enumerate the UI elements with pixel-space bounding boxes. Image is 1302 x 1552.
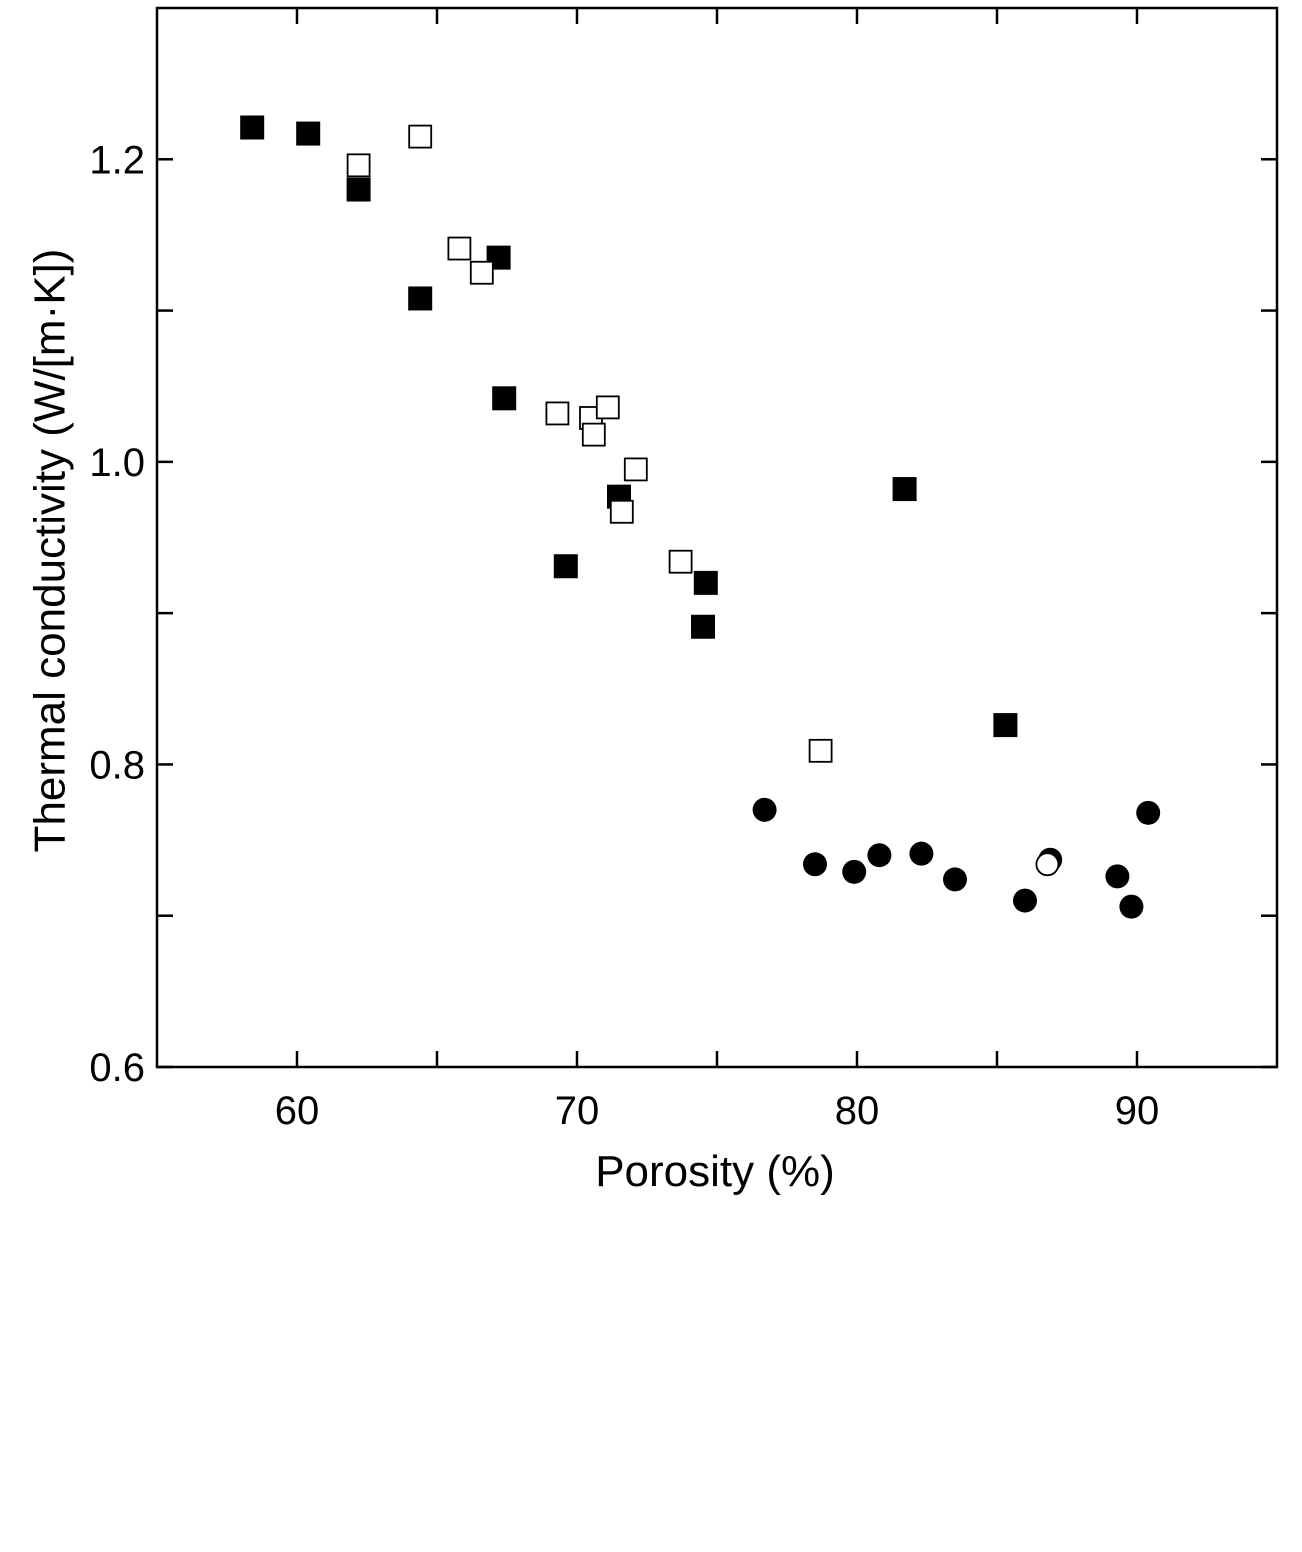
data-point-square-open — [545, 401, 570, 426]
data-point-circle-filled — [943, 867, 967, 892]
data-point-square-open — [623, 457, 648, 482]
data-point-circle-filled — [1136, 800, 1161, 825]
y-axis-title: Thermal conductivity (W/[m·K]) — [26, 249, 75, 853]
y-tick-label: 0.8 — [89, 743, 145, 787]
data-point-square-open — [595, 395, 620, 420]
x-tick-label: 90 — [1115, 1089, 1160, 1133]
data-point-square-filled — [691, 614, 715, 639]
x-tick-label: 60 — [275, 1089, 320, 1133]
data-point-square-filled — [240, 115, 265, 140]
plot-frame — [155, 6, 1279, 1069]
data-point-circle-filled — [803, 852, 827, 877]
data-point-circle-filled — [752, 797, 777, 822]
data-point-circle-open — [1035, 852, 1060, 877]
x-tick-label: 70 — [555, 1089, 600, 1133]
y-tick-label: 0.6 — [89, 1046, 145, 1090]
y-tick-label: 1.2 — [89, 138, 145, 182]
data-point-square-filled — [492, 386, 517, 411]
data-point-square-open — [668, 549, 693, 574]
data-point-square-open — [447, 236, 472, 261]
data-point-circle-filled — [1013, 888, 1037, 913]
data-point-square-filled — [993, 713, 1018, 738]
data-point-square-filled — [553, 554, 578, 579]
data-point-square-open — [609, 499, 634, 524]
data-point-square-open — [408, 124, 433, 149]
data-point-square-open — [581, 422, 606, 447]
data-point-square-filled — [296, 121, 321, 146]
data-point-circle-filled — [909, 841, 934, 866]
x-tick-label: 80 — [835, 1089, 880, 1133]
data-point-circle-filled — [867, 843, 892, 868]
y-tick-label: 1.0 — [89, 441, 145, 485]
data-point-circle-filled — [1119, 894, 1144, 919]
data-point-square-filled — [693, 570, 718, 595]
data-point-square-filled — [408, 286, 433, 311]
data-point-square-open — [469, 260, 494, 285]
data-point-square-open — [346, 153, 371, 178]
data-points — [240, 115, 1161, 919]
data-point-square-filled — [892, 477, 917, 502]
data-point-circle-filled — [842, 859, 867, 884]
x-axis-title: Porosity (%) — [595, 1147, 835, 1196]
data-point-square-open — [808, 738, 833, 763]
tick-labels: 60 70 80 90 0.6 0.8 1.0 1.2 — [89, 138, 1159, 1133]
data-point-circle-filled — [1105, 864, 1130, 889]
axis-ticks — [157, 8, 1277, 1069]
data-point-square-filled — [346, 177, 371, 202]
